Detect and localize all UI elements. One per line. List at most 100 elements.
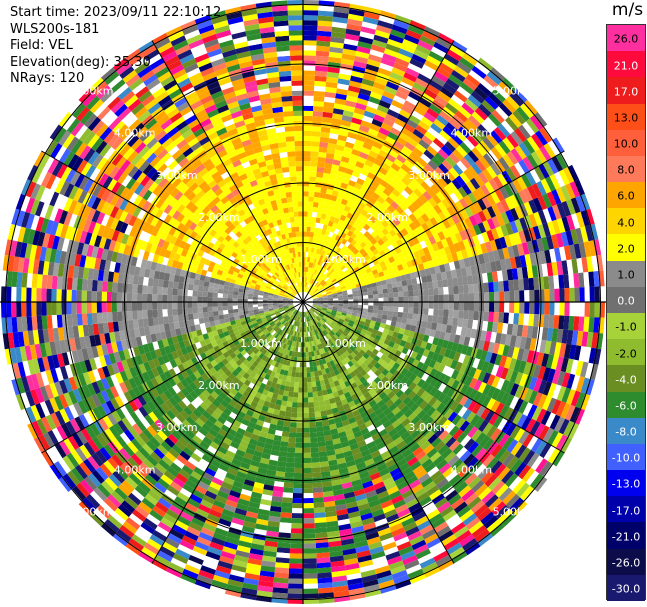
velocity-gate — [385, 551, 401, 561]
velocity-gate — [478, 140, 491, 154]
velocity-gate — [292, 397, 298, 403]
velocity-gate — [337, 378, 345, 385]
velocity-gate — [568, 315, 575, 331]
velocity-gate — [470, 265, 477, 276]
velocity-gate — [488, 302, 495, 313]
velocity-gate — [492, 415, 504, 429]
velocity-gate — [471, 444, 483, 457]
velocity-gate — [334, 234, 341, 241]
velocity-gate — [288, 568, 303, 574]
velocity-gate — [388, 306, 394, 312]
velocity-gate — [364, 436, 374, 445]
velocity-gate — [382, 118, 395, 128]
velocity-gate — [437, 279, 444, 288]
velocity-gate — [417, 333, 425, 341]
velocity-gate — [516, 482, 530, 498]
velocity-gate — [393, 270, 401, 278]
velocity-gate — [533, 378, 543, 393]
velocity-gate — [428, 308, 434, 316]
velocity-gate — [482, 422, 493, 436]
velocity-gate — [353, 355, 360, 362]
velocity-gate — [482, 438, 495, 451]
velocity-gate — [445, 170, 456, 182]
velocity-gate — [313, 287, 318, 292]
velocity-gate — [303, 246, 306, 252]
velocity-gate — [313, 401, 320, 408]
velocity-gate — [377, 223, 386, 232]
velocity-gate — [367, 362, 375, 370]
velocity-gate — [290, 376, 296, 383]
velocity-gate — [357, 343, 365, 350]
velocity-gate — [352, 187, 361, 195]
velocity-gate — [433, 118, 446, 130]
velocity-gate — [292, 503, 303, 509]
velocity-gate — [514, 205, 524, 220]
velocity-gate — [393, 453, 405, 464]
velocity-gate — [303, 498, 314, 504]
velocity-gate — [309, 309, 314, 314]
velocity-gate — [287, 583, 303, 589]
velocity-gate — [463, 153, 476, 166]
velocity-gate — [344, 356, 351, 364]
velocity-gate — [335, 144, 345, 152]
velocity-gate — [448, 152, 461, 164]
velocity-gate — [353, 266, 360, 272]
velocity-gate — [313, 100, 325, 107]
velocity-gate — [394, 338, 402, 345]
velocity-gate — [317, 294, 323, 298]
velocity-gate — [326, 326, 332, 332]
velocity-gate — [523, 201, 534, 216]
velocity-gate — [446, 377, 456, 388]
velocity-gate — [499, 333, 507, 345]
velocity-gate — [456, 86, 471, 99]
velocity-gate — [315, 269, 319, 276]
velocity-gate — [289, 553, 303, 559]
velocity-gate — [497, 466, 511, 481]
velocity-gate — [370, 320, 376, 326]
velocity-gate — [571, 213, 581, 230]
velocity-gate — [474, 174, 485, 187]
velocity-gate — [561, 260, 569, 275]
velocity-gate — [329, 315, 335, 320]
velocity-gate — [486, 385, 497, 398]
velocity-gate — [518, 464, 532, 480]
velocity-gate — [502, 99, 517, 114]
velocity-gate — [529, 115, 544, 131]
velocity-gate — [353, 165, 363, 174]
velocity-gate — [306, 287, 310, 293]
velocity-gate — [309, 181, 316, 187]
velocity-gate — [318, 286, 324, 291]
velocity-gate — [543, 445, 556, 461]
velocity-gate — [368, 274, 375, 281]
velocity-gate — [345, 315, 351, 321]
velocity-gate — [404, 378, 413, 388]
velocity-gate — [362, 291, 369, 296]
velocity-gate — [280, 512, 292, 519]
velocity-gate — [410, 178, 421, 189]
velocity-gate — [382, 90, 396, 100]
velocity-gate — [477, 57, 494, 72]
velocity-gate — [416, 361, 425, 370]
velocity-gate — [330, 243, 336, 250]
velocity-gate — [396, 480, 409, 491]
velocity-gate — [418, 473, 431, 484]
velocity-gate — [502, 137, 515, 152]
velocity-gate — [344, 141, 355, 149]
velocity-gate — [369, 504, 383, 513]
velocity-gate — [514, 162, 526, 177]
velocity-gate — [416, 225, 426, 235]
velocity-gate — [351, 334, 358, 341]
velocity-gate — [313, 95, 325, 102]
velocity-gate — [311, 279, 315, 285]
velocity-gate — [338, 242, 345, 250]
velocity-gate — [311, 211, 318, 218]
velocity-gate — [455, 175, 466, 187]
velocity-gate — [332, 306, 338, 310]
velocity-gate — [380, 212, 389, 221]
velocity-gate — [488, 311, 495, 322]
velocity-gate — [384, 481, 397, 491]
velocity-gate — [521, 242, 530, 255]
velocity-gate — [392, 331, 399, 339]
velocity-gate — [380, 122, 393, 132]
velocity-gate — [318, 320, 324, 326]
